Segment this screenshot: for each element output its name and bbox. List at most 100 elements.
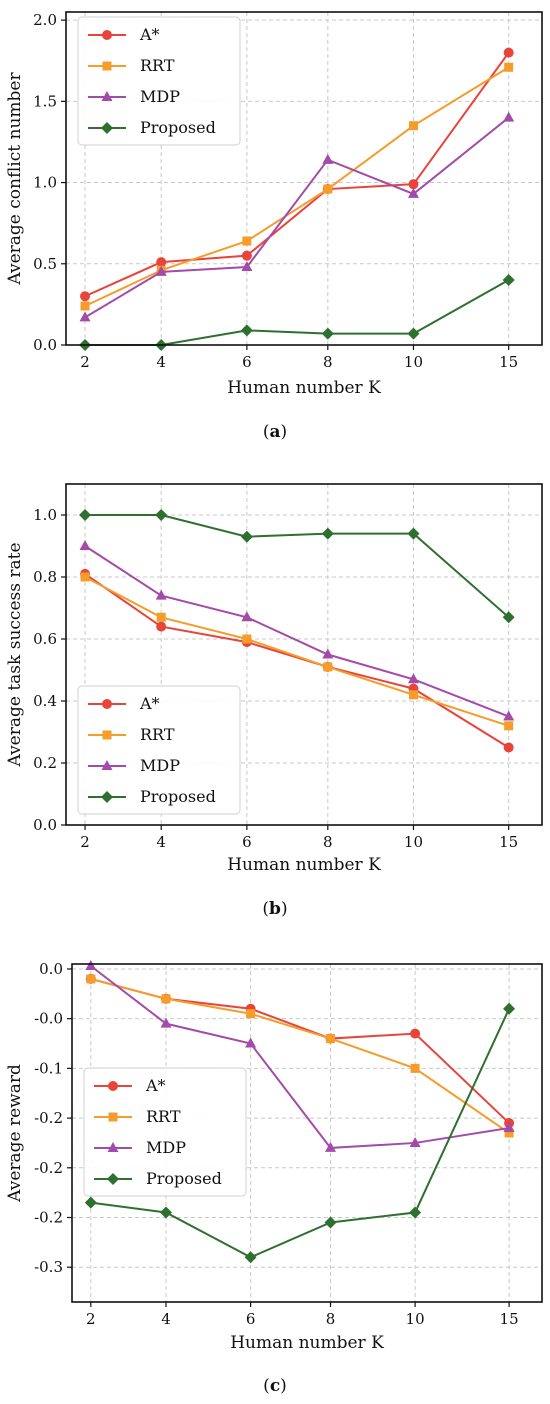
- y-tick-label: 1.0: [33, 506, 57, 524]
- legend-marker: [102, 30, 112, 40]
- y-tick-label: -0.1: [34, 1059, 63, 1077]
- y-tick-label: 1.5: [33, 92, 57, 110]
- x-axis-label: Human number K: [230, 1333, 384, 1353]
- y-tick-label: 0.4: [33, 692, 57, 710]
- data-point: [245, 1037, 257, 1048]
- legend-box: [77, 685, 241, 815]
- y-tick-label: 0.2: [33, 754, 57, 772]
- plot-frame: [71, 963, 543, 1303]
- data-point: [407, 187, 419, 198]
- x-tick-label: 8: [323, 353, 333, 371]
- data-point: [408, 179, 419, 190]
- legend-box: [83, 1067, 247, 1197]
- data-point: [323, 662, 333, 672]
- data-point: [323, 184, 333, 194]
- legend-label: A*: [139, 694, 160, 713]
- data-point: [246, 1009, 256, 1019]
- data-point: [409, 1206, 422, 1219]
- data-point: [242, 634, 252, 644]
- chart-c: 2 4 6 8 10 15 0.0 -0.0 -0.1 -0.2 -0.2 -0.2 -0.3 A* RRT…: [5, 959, 543, 1396]
- legend-label: Proposed: [146, 1169, 222, 1188]
- data-point: [240, 324, 253, 337]
- data-point: [160, 1206, 172, 1219]
- data-point: [79, 540, 91, 550]
- x-tick-label: 10: [406, 1310, 425, 1328]
- series-proposed: [79, 509, 515, 624]
- data-point: [504, 721, 514, 731]
- y-axis-label: Average conflict number: [5, 72, 25, 286]
- legend-marker: [101, 91, 113, 101]
- x-tick-label: 10: [404, 353, 423, 371]
- data-point: [156, 621, 167, 632]
- data-point: [155, 589, 167, 600]
- data-point: [85, 959, 97, 970]
- x-tick-label: 15: [499, 833, 518, 851]
- legend-marker: [101, 791, 113, 803]
- x-axis-label: Human number K: [227, 855, 381, 875]
- data-point: [80, 572, 90, 582]
- legend-label: Proposed: [140, 787, 216, 806]
- chart-b: 2 4 6 8 10 15 0.0 0.2 0.4 0.6 0.8 1.0 A* RRT MDP Propos…: [5, 483, 543, 919]
- data-point: [502, 274, 515, 287]
- data-point: [240, 530, 253, 543]
- data-point: [408, 690, 418, 700]
- series-line: [85, 514, 510, 619]
- data-point: [155, 265, 167, 276]
- legend-label: Proposed: [140, 118, 216, 137]
- data-point: [410, 1063, 420, 1073]
- legend-marker: [102, 61, 112, 71]
- legend-label: RRT: [140, 56, 175, 75]
- series-line: [84, 576, 509, 727]
- series-line: [90, 977, 510, 1134]
- chart-caption: (a): [263, 422, 287, 442]
- legend-label: A*: [145, 1076, 166, 1095]
- legend-marker: [101, 760, 113, 770]
- series-line: [84, 52, 510, 298]
- y-tick-label: -0.2: [34, 1109, 63, 1127]
- y-axis-label: Average task success rate: [5, 542, 25, 767]
- y-tick-label: 0.0: [39, 960, 63, 978]
- legend-label: A*: [139, 25, 160, 44]
- legend: A* RRT MDP Proposed: [77, 685, 241, 815]
- data-point: [79, 509, 92, 521]
- series-line: [85, 279, 510, 346]
- data-point: [161, 994, 171, 1004]
- chart-a: 2 4 6 8 10 15 0.0 0.5 1.0 1.5 2.0 A* RRT MDP Proposed H…: [5, 11, 543, 442]
- data-point: [160, 1017, 172, 1028]
- data-point: [321, 327, 334, 340]
- legend-label: MDP: [140, 756, 180, 775]
- series-line: [84, 573, 510, 749]
- series-mdp: [79, 111, 515, 322]
- x-tick-label: 4: [161, 1310, 171, 1328]
- x-tick-label: 8: [326, 1310, 336, 1328]
- legend-marker: [101, 122, 113, 134]
- y-tick-label: -0.0: [34, 1010, 63, 1028]
- x-tick-label: 2: [80, 353, 90, 371]
- data-point: [79, 311, 91, 322]
- data-point: [503, 1002, 516, 1015]
- legend-marker: [107, 1173, 119, 1185]
- data-point: [504, 62, 514, 72]
- data-point: [408, 121, 418, 131]
- data-point: [502, 611, 515, 624]
- data-point: [80, 301, 90, 311]
- data-point: [324, 1216, 337, 1229]
- legend-label: RRT: [146, 1107, 181, 1126]
- x-tick-label: 6: [246, 1310, 256, 1328]
- legend-label: MDP: [140, 87, 180, 106]
- legend-box: [77, 16, 241, 146]
- data-point: [242, 236, 252, 246]
- x-tick-label: 10: [404, 833, 423, 851]
- series-mdp: [79, 540, 515, 721]
- data-point: [321, 527, 334, 540]
- series-mdp: [85, 959, 515, 1152]
- data-point: [503, 742, 514, 753]
- x-tick-label: 4: [156, 353, 166, 371]
- data-point: [325, 1141, 336, 1152]
- data-point: [84, 1196, 97, 1209]
- data-point: [155, 509, 168, 521]
- x-tick-label: 2: [86, 1310, 96, 1328]
- data-point: [156, 257, 167, 268]
- data-point: [80, 291, 91, 302]
